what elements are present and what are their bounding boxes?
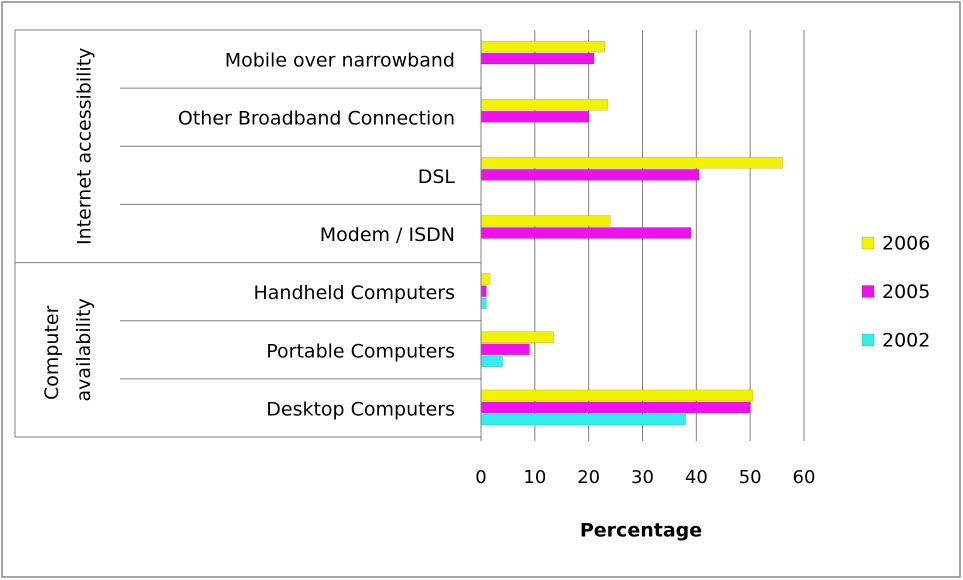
legend-label: 2006 (882, 233, 930, 255)
x-axis-label: Percentage (580, 520, 702, 542)
legend-label: 2002 (882, 330, 930, 352)
x-tick-label: 10 (523, 467, 546, 488)
bar (480, 389, 754, 402)
bar (480, 297, 487, 309)
legend-swatch (861, 285, 875, 298)
bar (480, 98, 608, 111)
bar (480, 401, 751, 414)
bar (480, 110, 589, 123)
group-label: Internet accessibility (74, 48, 96, 245)
bar (480, 227, 692, 239)
group-label-line: Computer (41, 300, 63, 401)
category-label: Handheld Computers (254, 282, 456, 304)
legend-swatch (861, 333, 875, 347)
bar (480, 52, 595, 65)
legend-label: 2005 (882, 281, 930, 303)
bar (480, 169, 700, 181)
legend-swatch (861, 236, 875, 250)
bar (480, 343, 530, 356)
category-label: Other Broadband Connection (178, 108, 455, 130)
x-tick-label: 20 (577, 467, 600, 488)
x-tick-label: 40 (685, 467, 708, 488)
category-label: DSL (418, 166, 456, 188)
bar (480, 331, 554, 344)
x-tick-label: 30 (631, 467, 654, 488)
bar (480, 413, 686, 426)
bar (480, 285, 487, 297)
category-label: Desktop Computers (266, 398, 455, 420)
bar (480, 273, 491, 285)
bar (480, 215, 611, 227)
x-tick-label: 60 (793, 467, 816, 488)
category-label: Portable Computers (266, 340, 455, 362)
bar (480, 157, 783, 169)
bar (480, 355, 503, 368)
category-label: Modem / ISDN (320, 224, 455, 246)
category-label: Mobile over narrowband (225, 50, 455, 72)
group-label: Computer availability (41, 298, 95, 401)
x-tick-label: 0 (475, 467, 486, 488)
group-label-line: availability (73, 298, 95, 401)
bar (480, 40, 606, 53)
x-tick-label: 50 (739, 467, 762, 488)
